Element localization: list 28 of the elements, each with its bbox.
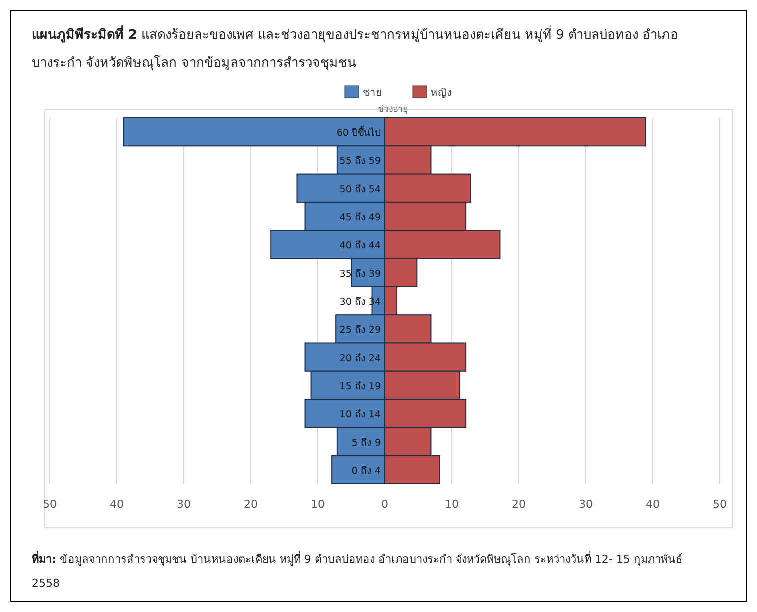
x-tick-label: 20	[512, 498, 526, 511]
x-tick-label: 30	[177, 498, 191, 511]
x-tick-label: 20	[244, 498, 258, 511]
x-tick-label: 10	[311, 498, 325, 511]
chart-title: แผนภูมิพีระมิดที่ 2 แสดงร้อยละของเพศ และช่วงอายุของประชากรหมู่บ้านหนองตะเคียน หมู่ที่ 9 ตำบลบ่อทอง อำเภอบางระกำ จังหวัดพิษณุโลก จากข้อมูลจากการสำรวจชุมชน	[32, 24, 680, 73]
y-tick-label: 35 ถึง 39	[340, 268, 381, 280]
x-tick-label: 40	[110, 498, 124, 511]
y-tick-label: 55 ถึง 59	[340, 156, 381, 168]
legend-label: ชาย	[363, 88, 382, 99]
y-tick-label: 15 ถึง 19	[340, 381, 381, 392]
text: ที่มา: ข้อมูลจากการสำรวจชุมชน บ้านหนองตะเคียน หมู่ที่ 9 ตำบลบ่อทอง อำเภอบางระกำ จังหวัดพิษณุโลก ระหว่างวันที่ 12- 15 กุมภาพันธ์ 2558	[32, 550, 684, 592]
y-tick-label: 60 ปีขึ้นไป	[336, 126, 381, 140]
y-tick-label: 50 ถึง 54	[340, 184, 381, 196]
y-tick-label: 0 ถึง 4	[352, 466, 381, 477]
x-tick-label: 50	[43, 498, 57, 511]
y-tick-label: 5 ถึง 9	[352, 438, 381, 449]
x-tick-label: 0	[382, 498, 388, 511]
y-tick-label: 45 ถึง 49	[340, 212, 381, 224]
legend-label: หญิง	[431, 88, 452, 99]
x-tick-label: 40	[646, 498, 660, 511]
x-tick-label: 50	[713, 498, 727, 511]
y-tick-label: 25 ถึง 29	[340, 325, 381, 336]
y-axis-title: ช่วงอายุ	[378, 105, 408, 115]
y-tick-label: 20 ถึง 24	[340, 353, 381, 364]
x-tick-label: 10	[445, 498, 459, 511]
x-tick-label: 30	[579, 498, 593, 511]
y-tick-label: 40 ถึง 44	[340, 240, 381, 252]
y-tick-label: 10 ถึง 14	[340, 410, 381, 421]
